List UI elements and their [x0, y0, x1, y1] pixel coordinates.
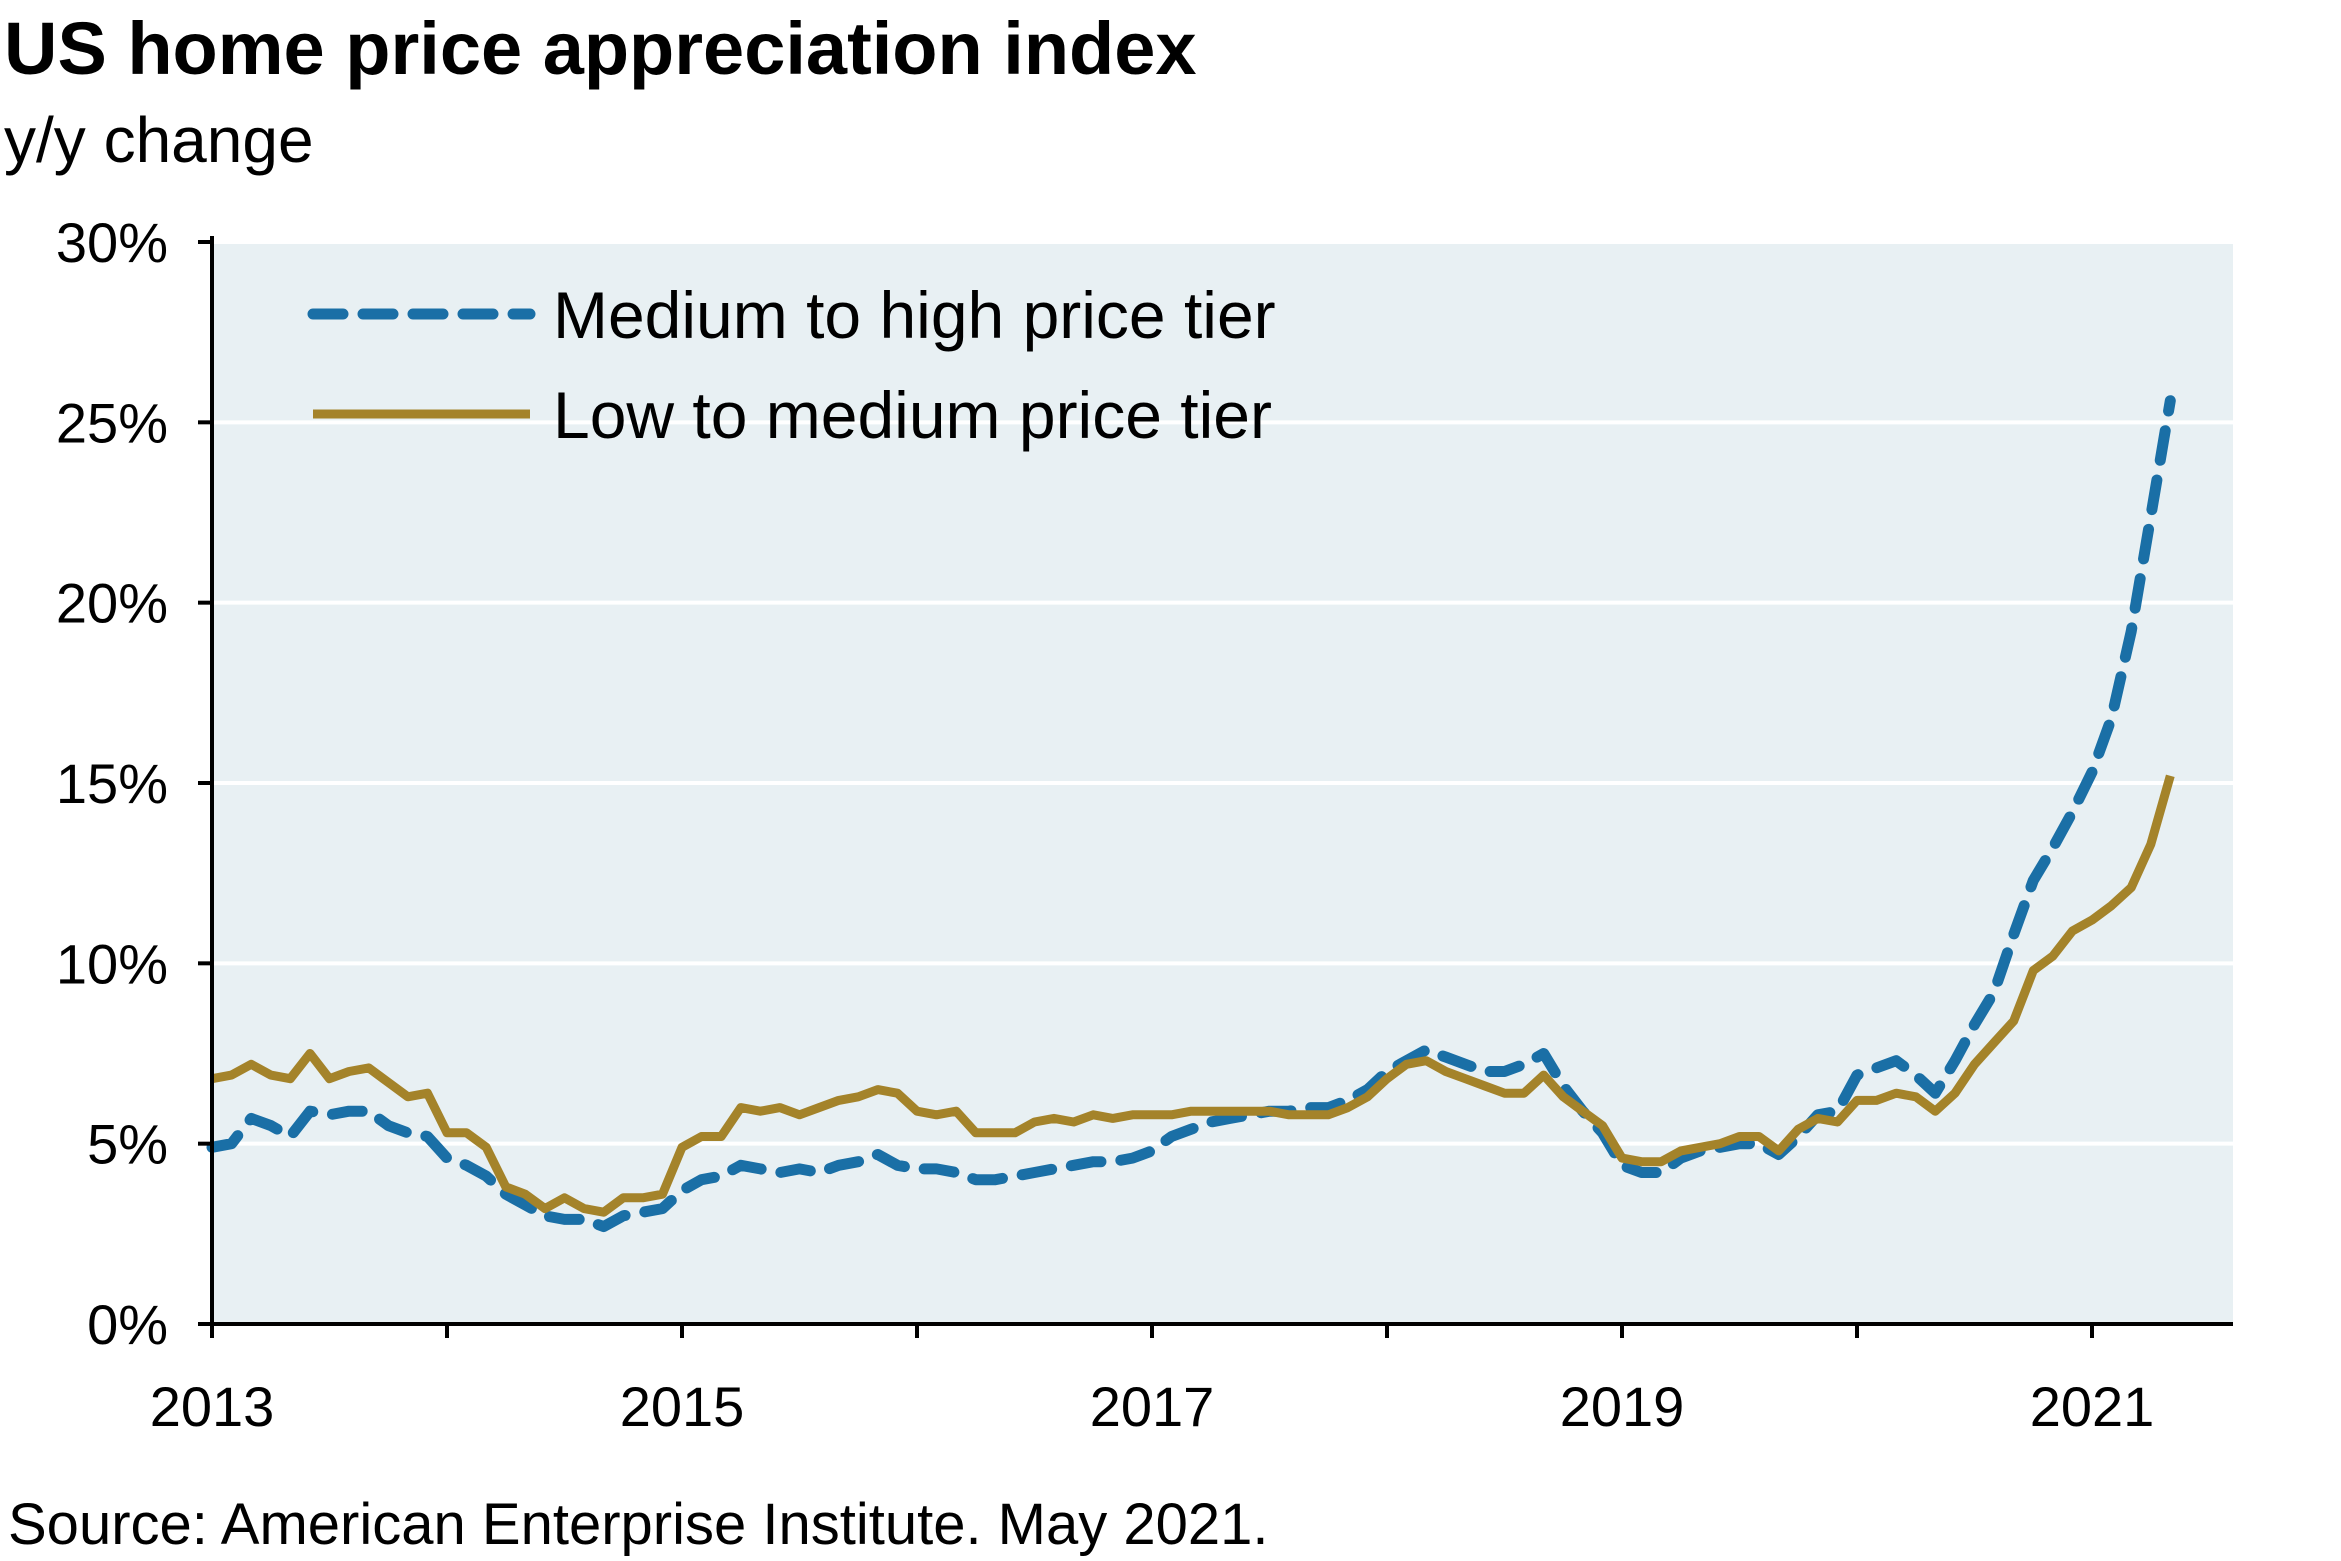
y-tick-label: 20%: [56, 572, 168, 635]
x-tick-label: 2019: [1560, 1375, 1685, 1438]
y-tick-label: 5%: [87, 1113, 168, 1176]
y-tick-label: 25%: [56, 391, 168, 454]
source-note: Source: American Enterprise Institute. M…: [8, 1492, 1269, 1557]
y-axis-ticks: 0% 5% 10% 15% 20% 25% 30%: [56, 211, 212, 1356]
x-tick-label: 2013: [150, 1375, 275, 1438]
y-tick-label: 0%: [87, 1293, 168, 1356]
series-line-low-to-medium: [211, 774, 2175, 1217]
legend-label: Low to medium price tier: [553, 378, 1272, 452]
y-tick-label: 10%: [56, 932, 168, 995]
series-lines: [206, 395, 2176, 1233]
x-axis-ticks: 2013 2015 2017 2019 2021: [150, 1324, 2155, 1438]
x-tick-label: 2021: [2030, 1375, 2155, 1438]
y-tick-label: 15%: [56, 752, 168, 815]
gridlines: [212, 240, 2233, 1146]
x-tick-label: 2017: [1090, 1375, 1215, 1438]
series-line-medium-to-high: [206, 395, 2176, 1233]
y-tick-label: 30%: [56, 211, 168, 274]
legend: Medium to high price tier Low to medium p…: [307, 278, 1276, 452]
chart-subtitle: y/y change: [4, 104, 314, 176]
chart-title: US home price appreciation index: [4, 7, 1197, 90]
x-tick-label: 2015: [620, 1375, 745, 1438]
legend-label: Medium to high price tier: [553, 278, 1276, 352]
